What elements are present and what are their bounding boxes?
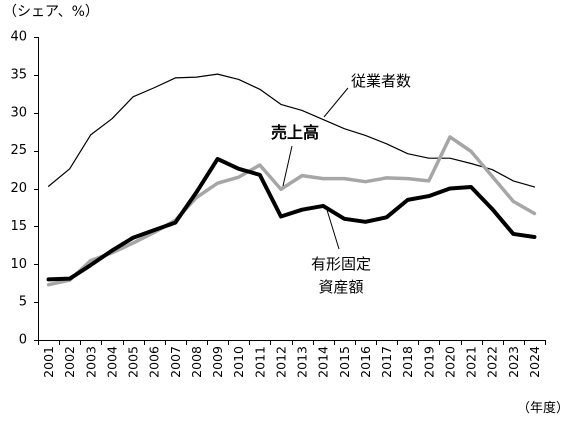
x-tick-label: 2011 [252,346,267,378]
x-tick-label: 2021 [464,346,479,378]
sales-line [46,135,537,287]
x-tick-label: 2017 [379,346,394,378]
x-tick-label: 2013 [295,346,310,378]
y-tick-label: 10 [10,257,27,272]
y-axis: 0 5 10 15 20 25 30 35 40 [10,30,39,348]
y-tick-label: 0 [19,333,27,348]
x-tick-label: 2018 [400,346,415,378]
x-tick-label: 2014 [316,346,331,378]
x-tick-label: 2012 [273,346,288,378]
y-tick-label: 15 [10,219,27,234]
x-tick-label: 2015 [337,346,352,378]
series-lines [46,73,537,287]
x-tick-label: 2006 [147,346,162,378]
series-label-employees: 従業者数 [351,72,412,90]
y-axis-title: （シェア、%） [3,4,99,20]
leader-line-sales [282,145,293,187]
x-axis: 2001 2002 2003 2004 2005 2006 2007 2008 2009 2010… [38,340,546,378]
leader-lines [282,87,349,250]
employees-series [47,73,536,188]
y-tick-label: 5 [19,295,27,310]
sales-series [46,135,537,287]
leader-line-employees [323,87,349,118]
y-tick-label: 20 [10,181,27,196]
x-axis-title: （年度） [516,401,569,416]
x-tick-label: 2016 [358,346,373,378]
y-tick-label: 25 [10,143,27,158]
x-tick-label: 2001 [41,346,56,378]
leader-line-tangible-fixed-assets [326,209,340,250]
x-tick-label: 2024 [527,346,542,378]
x-tick-label: 2019 [421,346,436,378]
x-tick-label: 2022 [485,346,500,378]
y-tick-label: 40 [10,30,27,45]
x-tick-label: 2009 [210,346,225,378]
x-tick-label: 2007 [168,346,183,378]
x-tick-label: 2010 [231,346,246,378]
x-tick-label: 2003 [83,346,98,378]
tangible-fixed-assets-series [46,156,537,282]
x-tick-label: 2005 [126,346,141,378]
series-label-sales: 売上高 [271,123,320,142]
y-tick-label: 35 [10,67,27,82]
tangible-fixed-assets-line [46,156,537,282]
x-tick-label: 2002 [62,346,77,378]
x-tick-label: 2020 [442,346,457,378]
x-tick-label: 2004 [104,346,119,378]
x-tick-label: 2008 [189,346,204,378]
x-tick-label: 2023 [506,346,521,378]
employees-line [47,73,536,188]
series-label-tangible-fixed-assets: 有形固定 資産額 [310,255,371,296]
y-tick-label: 30 [10,105,27,120]
